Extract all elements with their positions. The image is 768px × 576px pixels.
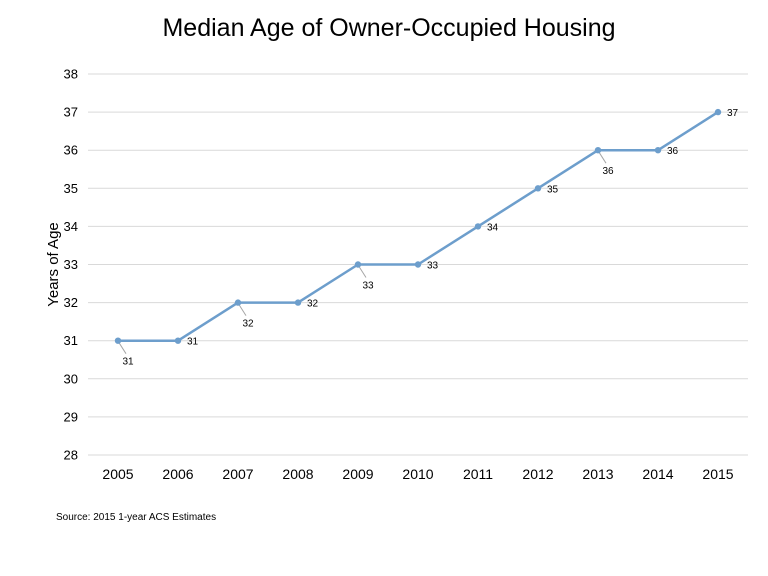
- data-point: [654, 147, 662, 154]
- y-tick-label: 38: [64, 67, 78, 82]
- gridlines: [88, 73, 748, 456]
- label-leader-line: [598, 151, 607, 164]
- data-label: 32: [242, 319, 254, 330]
- data-point: [414, 261, 422, 268]
- data-point: [234, 299, 242, 306]
- data-label: 33: [427, 261, 439, 272]
- series-group: [114, 108, 722, 344]
- data-point: [594, 147, 602, 154]
- y-tick-label: 30: [64, 371, 78, 386]
- data-point: [174, 337, 182, 344]
- data-label: 31: [122, 357, 134, 368]
- x-tick-label: 2012: [522, 466, 553, 482]
- x-tick-label: 2015: [702, 466, 733, 482]
- x-tick-label: 2009: [342, 466, 373, 482]
- label-leader-line: [118, 342, 127, 354]
- x-tick-label: 2013: [582, 466, 613, 482]
- y-tick-label: 31: [64, 333, 78, 348]
- data-label: 37: [727, 108, 739, 119]
- data-point: [474, 223, 482, 230]
- data-label: 31: [187, 337, 199, 348]
- x-tick-label: 2006: [162, 466, 193, 482]
- data-point: [354, 261, 362, 268]
- y-tick-label: 33: [64, 257, 78, 272]
- x-tick-label: 2010: [402, 466, 433, 482]
- chart-title: Median Age of Owner-Occupied Housing: [162, 14, 616, 42]
- data-point: [114, 337, 122, 344]
- label-leader-line: [238, 304, 247, 316]
- data-label: 32: [307, 299, 319, 310]
- y-tick-label: 34: [64, 219, 78, 234]
- x-tick-label: 2014: [642, 466, 673, 482]
- y-tick-label: 35: [64, 181, 78, 196]
- x-tick-label: 2005: [102, 466, 133, 482]
- data-label: 33: [362, 281, 374, 292]
- data-point: [714, 108, 722, 116]
- x-tick-label: 2007: [222, 466, 253, 482]
- y-axis-ticks: 28 29 30 31 32 33 34 35 36 37 38: [64, 67, 78, 463]
- x-tick-label: 2008: [282, 466, 313, 482]
- data-labels: 31 31 32 32 33 33 34 35 36 36 37: [122, 108, 738, 368]
- source-note: Source: 2015 1-year ACS Estimates: [56, 512, 217, 523]
- y-tick-label: 37: [64, 105, 78, 120]
- y-tick-label: 29: [64, 409, 78, 424]
- x-axis-ticks: 2005 2006 2007 2008 2009 2010 2011 2012 2013 2014…: [102, 466, 733, 482]
- data-label: 34: [487, 222, 499, 233]
- data-label: 36: [602, 166, 614, 177]
- data-point: [294, 299, 302, 306]
- data-label: 36: [667, 146, 679, 157]
- data-point: [534, 185, 542, 192]
- y-tick-label: 36: [64, 143, 78, 158]
- y-axis-title: Years of Age: [45, 222, 62, 307]
- data-label: 35: [547, 184, 559, 195]
- y-tick-label: 32: [64, 295, 78, 310]
- x-tick-label: 2011: [463, 466, 493, 482]
- label-leader-line: [358, 266, 367, 278]
- y-tick-label: 28: [64, 448, 78, 463]
- data-label-leaders: [118, 151, 607, 354]
